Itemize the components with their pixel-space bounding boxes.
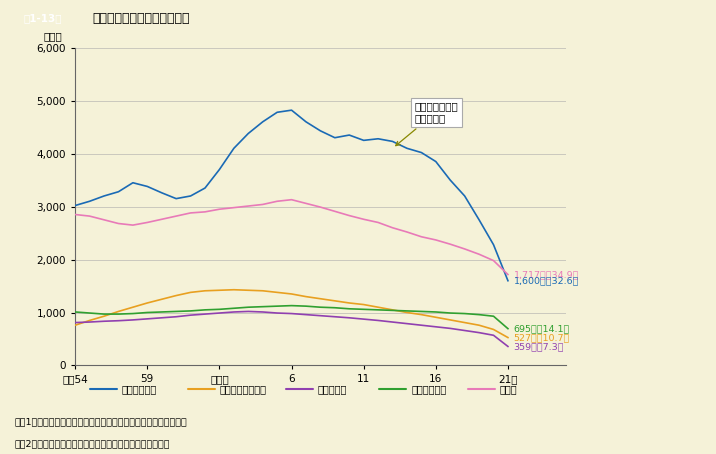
Text: 第1-13図: 第1-13図 <box>24 14 62 24</box>
Text: （人）: （人） <box>43 31 62 41</box>
Text: 1,717人（34.9）: 1,717人（34.9） <box>513 270 579 279</box>
Text: 527人（10.7）: 527人（10.7） <box>513 333 570 342</box>
Text: 2　（　）内は、状態別死者数の構成率（％）である。: 2 （ ）内は、状態別死者数の構成率（％）である。 <box>14 439 170 448</box>
Text: 歩行中: 歩行中 <box>500 384 517 395</box>
Text: 自動二輪車乗車中: 自動二輪車乗車中 <box>220 384 267 395</box>
Text: 自転車乗用中: 自転車乗用中 <box>411 384 446 395</box>
Text: 自動車乗車中: 自動車乗車中 <box>122 384 157 395</box>
Text: 1,600人（32.6）: 1,600人（32.6） <box>513 276 579 285</box>
Text: 695人（14.1）: 695人（14.1） <box>513 324 570 333</box>
Text: 注　1　警察庁資料による。ただし、「その他」は省略している。: 注 1 警察庁資料による。ただし、「その他」は省略している。 <box>14 417 187 426</box>
Text: 359人（7.3）: 359人（7.3） <box>513 342 564 351</box>
Text: 自動車乗車中の
減少が顕著: 自動車乗車中の 減少が顕著 <box>396 102 458 146</box>
Text: 原付乗車中: 原付乗車中 <box>318 384 347 395</box>
Text: 状態別交通事故死者数の推移: 状態別交通事故死者数の推移 <box>92 12 190 25</box>
